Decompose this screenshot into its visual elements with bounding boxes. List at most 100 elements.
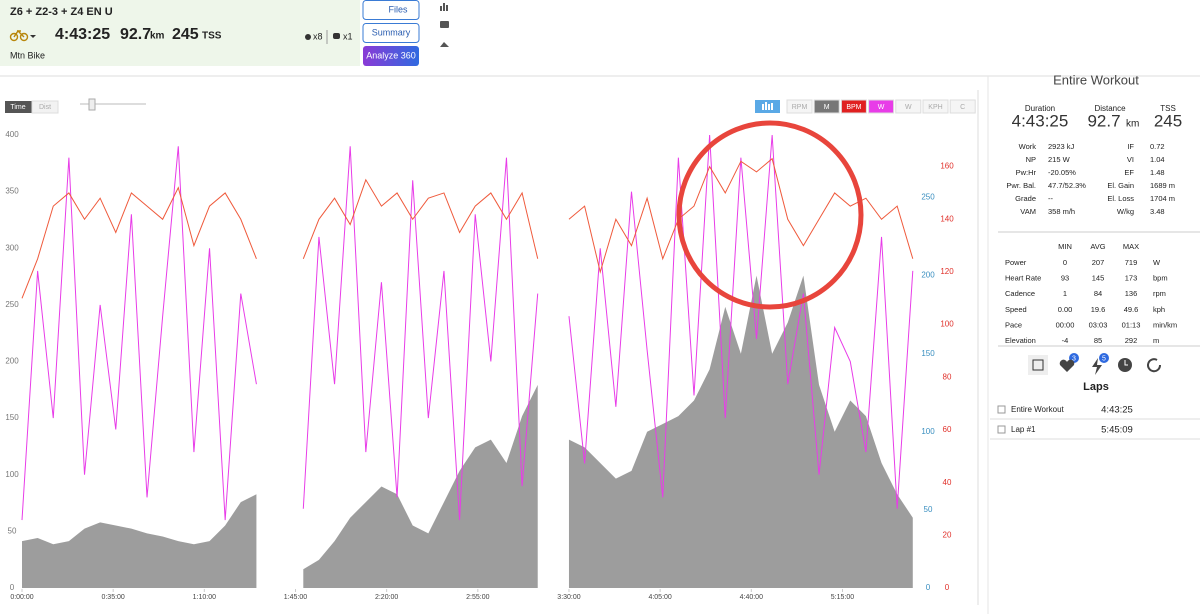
x-tick-label: 4:05:00: [648, 594, 671, 601]
y-tick-label: 300: [5, 243, 19, 252]
stat-value: 0.72: [1150, 142, 1165, 151]
x-tick-label: 3:30:00: [557, 594, 580, 601]
y-tick-label: 20: [943, 530, 952, 539]
x-tick-label: 2:20:00: [375, 594, 398, 601]
y-tick-label: 250: [921, 193, 935, 202]
channel-button[interactable]: [922, 99, 949, 114]
tab-heart[interactable]: [1059, 359, 1075, 372]
workout-title: Z6 + Z2-3 + Z4 EN U: [10, 6, 113, 18]
zoom-handle[interactable]: [88, 98, 96, 111]
range-value: 85: [1094, 336, 1102, 345]
y-tick-label: 50: [924, 505, 933, 514]
y-tick-label: 150: [5, 413, 19, 422]
files-button[interactable]: [362, 0, 420, 20]
comments: x1: [343, 31, 353, 41]
y-tick-label: 150: [921, 349, 935, 358]
y-tick-label: 120: [940, 267, 954, 276]
stat-value: 1.04: [1150, 155, 1165, 164]
y-tick-label: 100: [940, 320, 954, 329]
side-icons[interactable]: [440, 3, 449, 47]
dist-button[interactable]: [31, 100, 59, 114]
panel-tabs[interactable]: [1028, 355, 1162, 375]
channel-button[interactable]: [813, 99, 840, 114]
range-value: 0.00: [1058, 305, 1073, 314]
range-value: 136: [1125, 289, 1138, 298]
x-tick-label: 4:40:00: [740, 594, 763, 601]
x-tick-label: 5:15:00: [831, 594, 854, 601]
range-label: Cadence: [1005, 289, 1035, 298]
stat-label: NP: [1026, 155, 1036, 164]
range-value: bpm: [1153, 274, 1168, 283]
dropdown-caret[interactable]: [30, 35, 36, 38]
y-tick-label: 160: [940, 162, 954, 171]
stat-value: 1689 m: [1150, 181, 1175, 190]
analyze-button[interactable]: [363, 46, 419, 66]
stat-label: El. Loss: [1107, 194, 1134, 203]
metric-unit: km: [1126, 119, 1139, 130]
range-header: MAX: [1123, 242, 1139, 251]
y-tick-label: 40: [943, 478, 952, 487]
highlight-circle: [676, 120, 864, 310]
channel-buttons: RPM M BPM W W KPH C: [786, 99, 976, 114]
time-label: Time: [10, 104, 25, 111]
chart-type-icon: [762, 102, 773, 110]
metric-value: 92.7: [1087, 111, 1120, 130]
tab-icon: [1032, 359, 1044, 371]
channel-button[interactable]: [840, 99, 867, 114]
lap-checkbox[interactable]: [997, 425, 1006, 434]
range-value: 03:03: [1089, 320, 1108, 329]
stat-label: Grade: [1015, 194, 1036, 203]
duration: 4:43:25: [55, 26, 110, 43]
x-tick-label: 1:45:00: [284, 594, 307, 601]
like-icon[interactable]: [305, 34, 311, 40]
y-tick-label: 200: [5, 357, 19, 366]
stat-value: 215 W: [1048, 155, 1071, 164]
tab-stats[interactable]: [1028, 355, 1048, 375]
time-button[interactable]: [5, 101, 32, 113]
distance: 92.7: [120, 26, 151, 43]
range-value: 207: [1092, 258, 1105, 267]
channel-label: W: [878, 104, 885, 111]
range-header: MIN: [1058, 242, 1072, 251]
stat-value: 47.7/52.3%: [1048, 181, 1086, 190]
range-label: Elevation: [1005, 336, 1036, 345]
channel-button[interactable]: [786, 99, 813, 114]
distance-unit: km: [150, 31, 165, 42]
stat-value: --: [1048, 194, 1053, 203]
y-tick-label: 50: [8, 526, 17, 535]
channel-button[interactable]: [895, 99, 922, 114]
tss-unit: TSS: [202, 31, 222, 42]
range-value: 01:13: [1122, 320, 1141, 329]
channel-button[interactable]: [868, 99, 895, 114]
range-value: -4: [1062, 336, 1069, 345]
chart-type-button[interactable]: [755, 100, 780, 113]
x-tick-label: 0:35:00: [101, 594, 124, 601]
range-label: Pace: [1005, 320, 1022, 329]
channel-label: KPH: [928, 104, 942, 111]
tab-refresh[interactable]: [1147, 358, 1162, 373]
channel-button[interactable]: [949, 99, 976, 114]
summary-button[interactable]: [362, 23, 420, 43]
tab-icon: [1124, 360, 1128, 366]
bike-icon: [9, 29, 29, 42]
metric-label: Duration: [1025, 104, 1055, 113]
metric-label: Distance: [1094, 104, 1126, 113]
range-value: 173: [1125, 274, 1138, 283]
lap-name: Entire Workout: [1011, 405, 1065, 414]
range-value: W: [1153, 258, 1161, 267]
range-label: Speed: [1005, 305, 1027, 314]
tab-power[interactable]: [1092, 358, 1102, 375]
range-value: kph: [1153, 305, 1165, 314]
stat-value: 358 m/h: [1048, 207, 1075, 216]
stat-label: VI: [1127, 155, 1134, 164]
stat-value: 1.48: [1150, 168, 1165, 177]
lap-checkbox[interactable]: [997, 405, 1006, 414]
header-panel: [0, 0, 360, 66]
range-value: 93: [1061, 274, 1069, 283]
range-value: 292: [1125, 336, 1138, 345]
y-tick-label: 350: [5, 187, 19, 196]
comment-icon[interactable]: [333, 33, 340, 39]
range-value: 145: [1092, 274, 1105, 283]
